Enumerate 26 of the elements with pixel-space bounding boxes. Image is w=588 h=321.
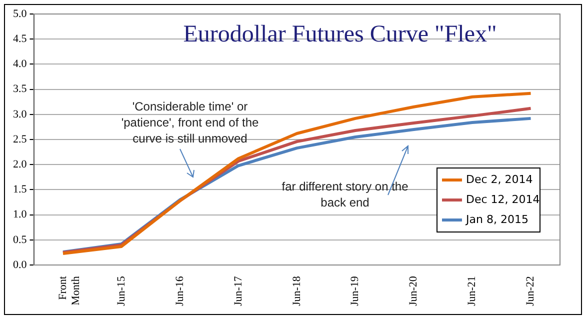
annotation: 'Considerable time' or 'patience', front end of the curve is still unmoved xyxy=(121,99,259,146)
y-tick-label: 1.5 xyxy=(13,184,28,196)
x-tick-label: Jun-21 xyxy=(466,276,478,306)
x-tick-label: Jun-19 xyxy=(349,276,362,306)
y-tick-label: 1.0 xyxy=(13,208,28,221)
legend-label: Jan 8, 2015 xyxy=(465,212,528,226)
x-tick-label: Jun-22 xyxy=(524,276,537,306)
y-tick-label: 4.0 xyxy=(13,58,28,70)
x-tick-label: Jun-16 xyxy=(174,276,186,306)
y-tick-label: 5.0 xyxy=(13,8,28,20)
x-tick-label: Jun-15 xyxy=(115,276,128,306)
x-tick-label: Jun-17 xyxy=(232,276,244,306)
y-tick-label: 0.0 xyxy=(13,258,28,271)
annotation: far different story on the back end xyxy=(282,179,409,210)
chart-title: Eurodollar Futures Curve "Flex" xyxy=(183,21,497,48)
y-tick-label: 4.5 xyxy=(13,32,28,45)
y-tick-label: 3.0 xyxy=(13,108,28,120)
legend-label: Dec 12, 2014 xyxy=(466,192,540,206)
y-tick-label: 2.5 xyxy=(13,133,28,146)
y-tick-label: 0.5 xyxy=(13,234,28,246)
legend-label: Dec 2, 2014 xyxy=(466,172,533,186)
y-tick-label: 3.5 xyxy=(13,83,28,96)
x-tick-label: Jun-18 xyxy=(290,276,303,306)
x-tick-label: Jun-20 xyxy=(408,276,420,306)
y-tick-label: 2.0 xyxy=(13,158,28,171)
x-tick-label: Front Month xyxy=(56,276,82,306)
